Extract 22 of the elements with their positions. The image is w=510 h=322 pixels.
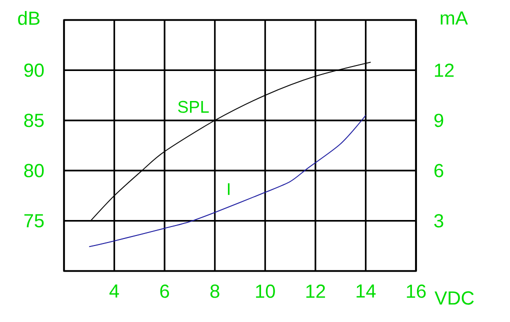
y2-tick-label: 3 (434, 214, 444, 228)
x-tick-label: 6 (160, 284, 169, 298)
y-tick-label: 90 (24, 63, 44, 77)
y2-tick-label: 9 (434, 114, 444, 128)
y2-tick-label: 12 (434, 64, 454, 77)
x-tick-label: 12 (306, 284, 326, 298)
x-tick-label: 16 (406, 284, 426, 298)
x-tick-label: 14 (356, 284, 376, 298)
x-tick-label: 8 (210, 284, 220, 298)
y2-tick-label: 6 (434, 164, 444, 178)
x-axis-title: VDC (434, 291, 474, 305)
x-tick-label: 10 (256, 284, 275, 298)
series-label: SPL (178, 100, 209, 113)
line-series (88, 114, 366, 248)
series-label: I (228, 183, 230, 195)
y-tick-label: 85 (24, 114, 44, 128)
y2-axis-title: mA (440, 11, 468, 25)
y-axis-title: dB (18, 11, 40, 25)
y-tick-label: 75 (24, 214, 44, 228)
x-tick-label: 4 (109, 284, 119, 298)
line-series (90, 62, 372, 222)
y-tick-label: 80 (24, 164, 44, 178)
